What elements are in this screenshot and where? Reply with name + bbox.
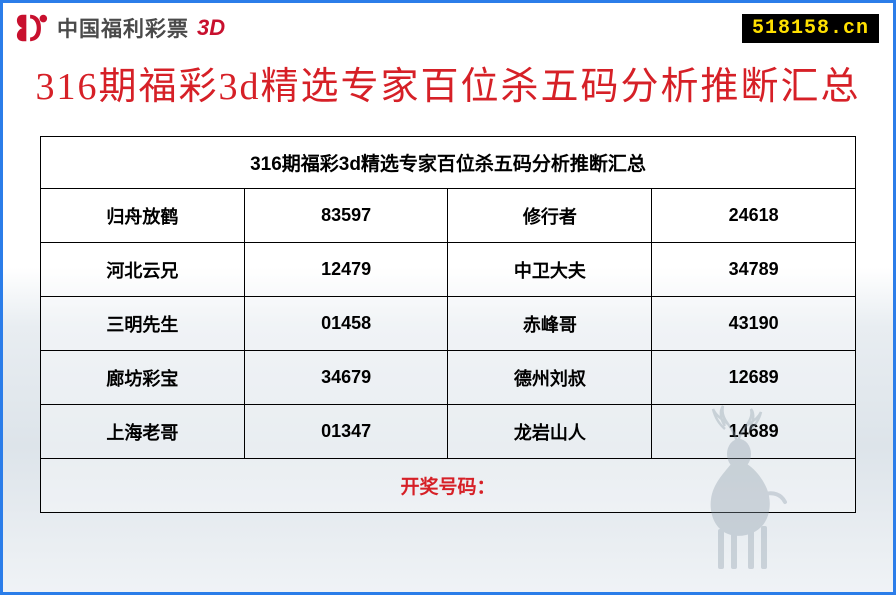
table-row: 归舟放鹤 83597 修行者 24618 [41, 189, 856, 243]
expert-name: 三明先生 [41, 297, 245, 351]
expert-code: 01458 [244, 297, 448, 351]
expert-code: 34789 [652, 243, 856, 297]
expert-name: 修行者 [448, 189, 652, 243]
expert-name: 赤峰哥 [448, 297, 652, 351]
header-bar: 中国福利彩票 3D 518158.cn [3, 3, 893, 49]
brand: 中国福利彩票 3D [13, 11, 225, 45]
expert-code: 12479 [244, 243, 448, 297]
table-caption-row: 316期福彩3d精选专家百位杀五码分析推断汇总 [41, 137, 856, 189]
expert-code: 01347 [244, 405, 448, 459]
expert-code: 34679 [244, 351, 448, 405]
brand-3d-text: 3D [197, 15, 225, 41]
expert-name: 廊坊彩宝 [41, 351, 245, 405]
expert-code: 12689 [652, 351, 856, 405]
brand-text: 中国福利彩票 [57, 13, 189, 43]
expert-code: 24618 [652, 189, 856, 243]
draw-number-label: 开奖号码： [41, 459, 856, 513]
expert-name: 河北云兄 [41, 243, 245, 297]
expert-name: 龙岩山人 [448, 405, 652, 459]
expert-name: 德州刘叔 [448, 351, 652, 405]
table-row: 三明先生 01458 赤峰哥 43190 [41, 297, 856, 351]
table-footer-row: 开奖号码： [41, 459, 856, 513]
expert-code: 43190 [652, 297, 856, 351]
expert-code: 83597 [244, 189, 448, 243]
expert-name: 归舟放鹤 [41, 189, 245, 243]
expert-code: 14689 [652, 405, 856, 459]
table-row: 廊坊彩宝 34679 德州刘叔 12689 [41, 351, 856, 405]
url-badge: 518158.cn [742, 14, 879, 43]
table-row: 上海老哥 01347 龙岩山人 14689 [41, 405, 856, 459]
table-row: 河北云兄 12479 中卫大夫 34789 [41, 243, 856, 297]
table-caption: 316期福彩3d精选专家百位杀五码分析推断汇总 [41, 137, 856, 189]
lottery-logo-icon [13, 11, 51, 45]
expert-name: 中卫大夫 [448, 243, 652, 297]
page-title: 316期福彩3d精选专家百位杀五码分析推断汇总 [3, 55, 893, 110]
expert-name: 上海老哥 [41, 405, 245, 459]
expert-codes-table: 316期福彩3d精选专家百位杀五码分析推断汇总 归舟放鹤 83597 修行者 2… [40, 136, 856, 513]
